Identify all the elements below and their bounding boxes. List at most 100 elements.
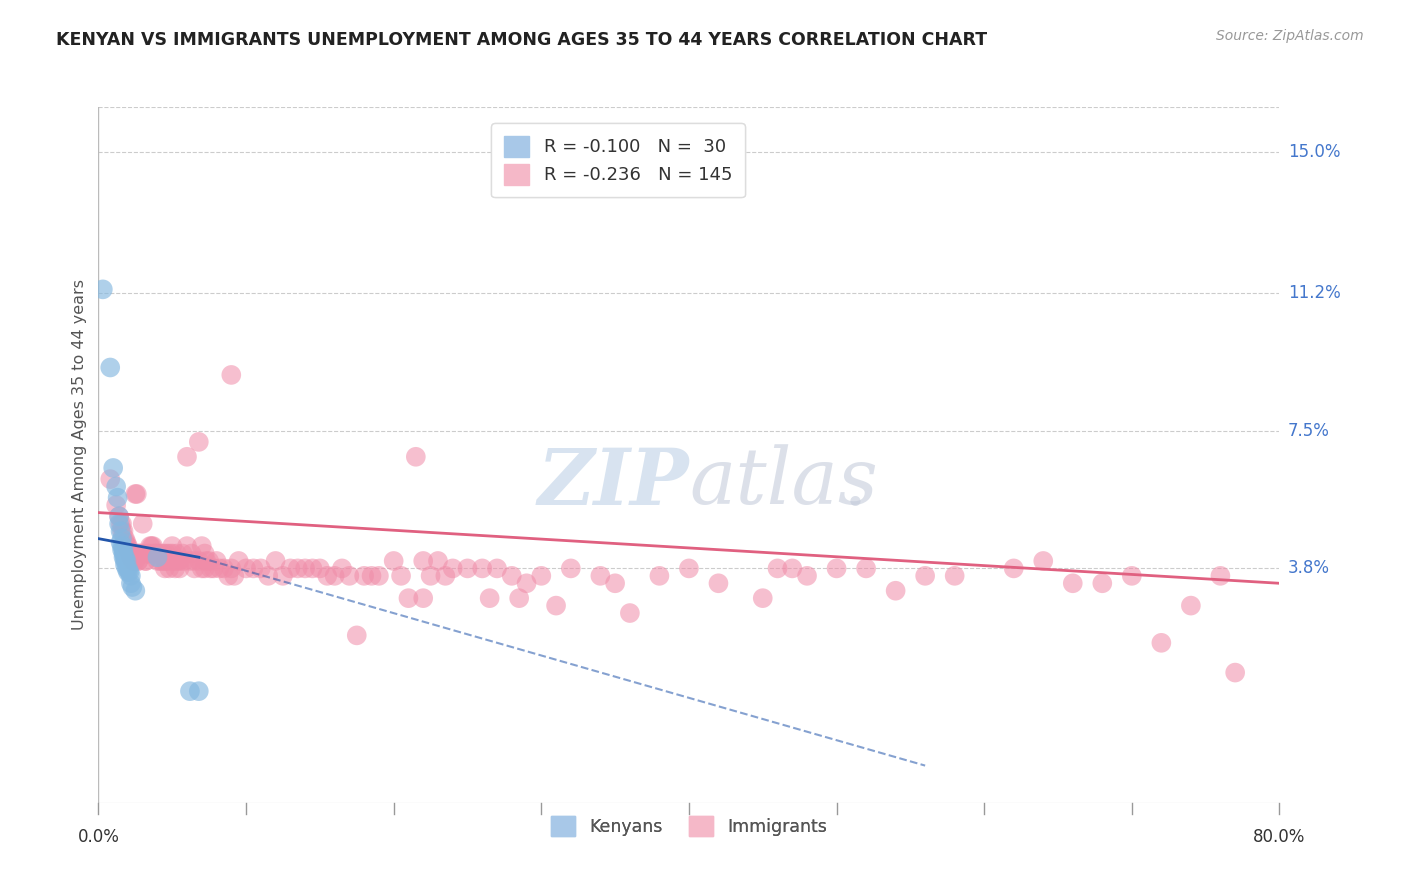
Text: 3.8%: 3.8% — [1288, 559, 1330, 577]
Point — [114, 550, 136, 565]
Point — [180, 547, 202, 561]
Point — [149, 554, 172, 568]
Point — [107, 491, 129, 505]
Point — [330, 561, 353, 575]
Point — [117, 539, 139, 553]
Point — [1062, 576, 1084, 591]
Point — [127, 554, 149, 568]
Point — [135, 554, 157, 568]
Point — [157, 547, 180, 561]
Point — [155, 547, 177, 561]
Point — [943, 569, 966, 583]
Point — [648, 569, 671, 583]
Point — [120, 550, 142, 565]
Point — [165, 561, 187, 575]
Point — [111, 542, 134, 557]
Point — [398, 591, 420, 606]
Point — [118, 542, 141, 557]
Point — [412, 591, 434, 606]
Point — [127, 554, 149, 568]
Point — [316, 569, 339, 583]
Legend: Kenyans, Immigrants: Kenyans, Immigrants — [544, 809, 834, 843]
Point — [224, 569, 246, 583]
Point — [121, 580, 143, 594]
Point — [478, 591, 501, 606]
Point — [120, 576, 142, 591]
Point — [264, 554, 287, 568]
Point — [105, 498, 128, 512]
Point — [142, 539, 165, 553]
Point — [114, 558, 136, 572]
Point — [125, 487, 148, 501]
Point — [1180, 599, 1202, 613]
Point — [457, 561, 479, 575]
Point — [176, 539, 198, 553]
Point — [146, 554, 169, 568]
Point — [301, 561, 323, 575]
Point — [146, 550, 169, 565]
Point — [150, 554, 173, 568]
Point — [434, 569, 457, 583]
Point — [105, 479, 128, 493]
Point — [1091, 576, 1114, 591]
Point — [194, 561, 217, 575]
Point — [98, 360, 121, 375]
Point — [195, 554, 218, 568]
Point — [138, 547, 160, 561]
Point — [212, 561, 235, 575]
Point — [132, 547, 155, 561]
Point — [125, 547, 148, 561]
Point — [121, 554, 143, 568]
Point — [117, 565, 139, 579]
Point — [187, 684, 209, 698]
Point — [280, 561, 302, 575]
Text: 7.5%: 7.5% — [1288, 422, 1330, 440]
Point — [353, 569, 375, 583]
Point — [146, 547, 169, 561]
Point — [183, 554, 205, 568]
Text: ZIP: ZIP — [537, 444, 689, 521]
Point — [419, 569, 441, 583]
Point — [796, 569, 818, 583]
Point — [124, 554, 146, 568]
Point — [108, 516, 131, 531]
Point — [360, 569, 382, 583]
Point — [172, 547, 194, 561]
Point — [132, 516, 155, 531]
Point — [1002, 561, 1025, 575]
Point — [118, 547, 141, 561]
Point — [235, 561, 257, 575]
Point — [114, 554, 136, 568]
Point — [205, 554, 228, 568]
Point — [198, 554, 221, 568]
Point — [162, 554, 183, 568]
Point — [118, 565, 141, 579]
Point — [1209, 569, 1232, 583]
Point — [1150, 636, 1173, 650]
Point — [103, 461, 125, 475]
Point — [752, 591, 775, 606]
Point — [162, 547, 183, 561]
Point — [141, 539, 163, 553]
Point — [412, 554, 434, 568]
Point — [124, 583, 146, 598]
Point — [112, 542, 135, 557]
Point — [228, 554, 250, 568]
Point — [200, 561, 222, 575]
Point — [124, 487, 146, 501]
Point — [346, 628, 368, 642]
Point — [560, 561, 582, 575]
Point — [166, 547, 188, 561]
Point — [221, 561, 243, 575]
Point — [117, 542, 139, 557]
Point — [183, 561, 205, 575]
Point — [152, 547, 174, 561]
Point — [855, 561, 877, 575]
Point — [128, 547, 150, 561]
Point — [145, 547, 167, 561]
Point — [111, 516, 134, 531]
Point — [766, 561, 789, 575]
Point — [389, 569, 412, 583]
Point — [120, 569, 142, 583]
Point — [117, 561, 139, 575]
